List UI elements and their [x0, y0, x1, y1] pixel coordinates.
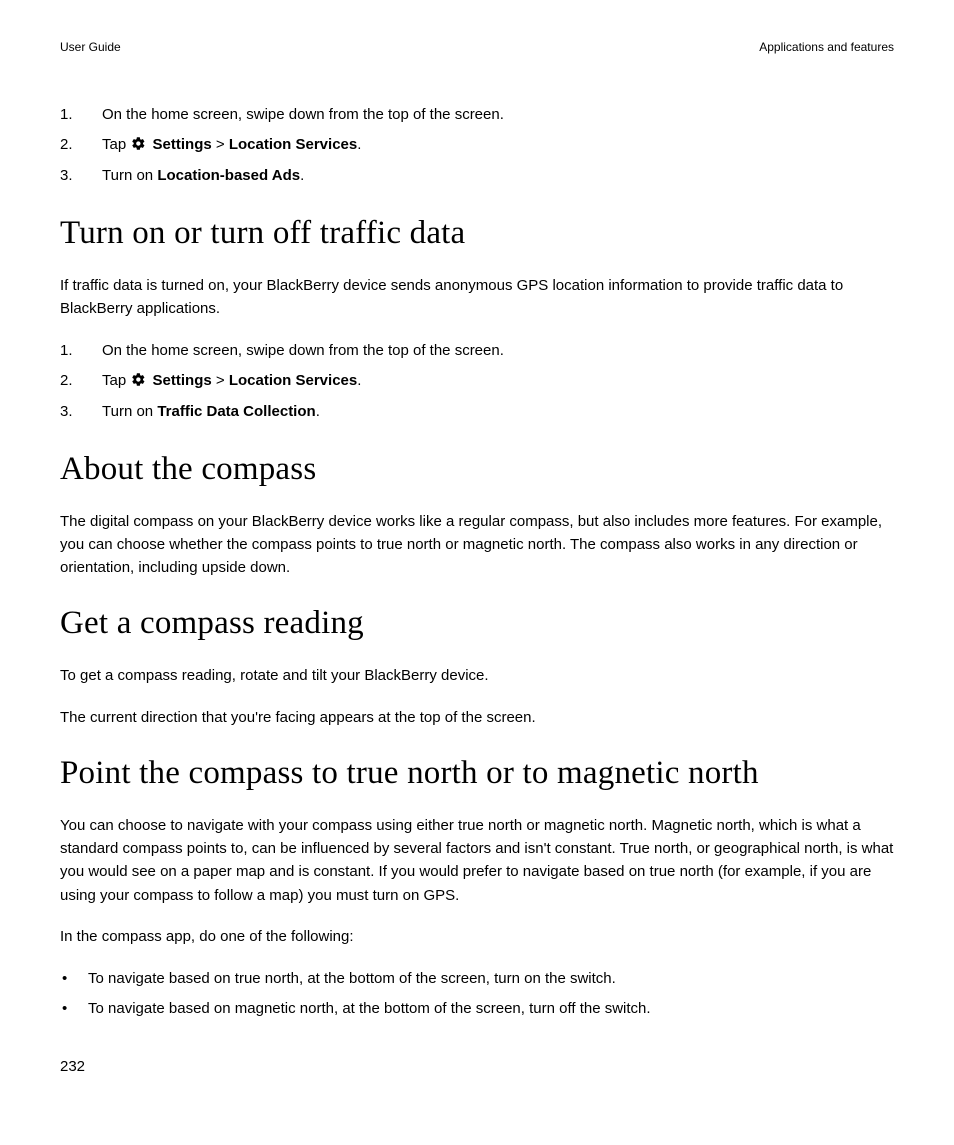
text-pre: Turn on	[102, 167, 157, 184]
step-number: 1.	[60, 102, 102, 128]
text-post: .	[357, 136, 361, 153]
text-post: .	[316, 403, 320, 420]
step-number: 3.	[60, 399, 102, 425]
heading-point-compass: Point the compass to true north or to ma…	[60, 755, 894, 792]
text-sep: >	[212, 136, 229, 153]
bullet-text: To navigate based on true north, at the …	[88, 966, 616, 992]
steps-traffic: 1. On the home screen, swipe down from t…	[60, 338, 894, 425]
list-item: 1. On the home screen, swipe down from t…	[60, 102, 894, 128]
list-item: 1. On the home screen, swipe down from t…	[60, 338, 894, 364]
step-text: Tap Settings > Location Services.	[102, 368, 894, 396]
header-right: Applications and features	[759, 40, 894, 54]
paragraph-point2: In the compass app, do one of the follow…	[60, 925, 894, 948]
paragraph-point1: You can choose to navigate with your com…	[60, 814, 894, 907]
bullet-list-compass: • To navigate based on true north, at th…	[60, 966, 894, 1021]
step-text: On the home screen, swipe down from the …	[102, 338, 894, 364]
step-text: Turn on Traffic Data Collection.	[102, 399, 894, 425]
list-item: 3. Turn on Traffic Data Collection.	[60, 399, 894, 425]
page-header: User Guide Applications and features	[60, 40, 894, 54]
step-number: 2.	[60, 368, 102, 396]
text-bold: Location Services	[229, 136, 357, 153]
list-item: • To navigate based on magnetic north, a…	[60, 996, 894, 1022]
step-number: 3.	[60, 163, 102, 189]
text-pre: Tap	[102, 372, 130, 389]
steps-location-ads: 1. On the home screen, swipe down from t…	[60, 102, 894, 189]
step-number: 1.	[60, 338, 102, 364]
page-number: 232	[60, 1058, 85, 1075]
text-post: .	[300, 167, 304, 184]
paragraph-get1: To get a compass reading, rotate and til…	[60, 664, 894, 687]
step-text: Turn on Location-based Ads.	[102, 163, 894, 189]
heading-about-compass: About the compass	[60, 451, 894, 488]
paragraph-get2: The current direction that you're facing…	[60, 706, 894, 729]
text-bold: Settings	[153, 136, 212, 153]
gear-icon	[131, 370, 146, 396]
text-bold: Settings	[153, 372, 212, 389]
paragraph-traffic: If traffic data is turned on, your Black…	[60, 274, 894, 321]
text-bold: Location-based Ads	[157, 167, 300, 184]
paragraph-about-compass: The digital compass on your BlackBerry d…	[60, 510, 894, 580]
bullet-icon: •	[60, 996, 88, 1022]
text-pre: Turn on	[102, 403, 157, 420]
bullet-text: To navigate based on magnetic north, at …	[88, 996, 651, 1022]
text-pre: Tap	[102, 136, 130, 153]
step-number: 2.	[60, 132, 102, 160]
step-text: Tap Settings > Location Services.	[102, 132, 894, 160]
list-item: • To navigate based on true north, at th…	[60, 966, 894, 992]
header-left: User Guide	[60, 40, 121, 54]
list-item: 3. Turn on Location-based Ads.	[60, 163, 894, 189]
list-item: 2. Tap Settings > Location Services.	[60, 132, 894, 160]
step-text: On the home screen, swipe down from the …	[102, 102, 894, 128]
heading-traffic: Turn on or turn off traffic data	[60, 215, 894, 252]
text-sep: >	[212, 372, 229, 389]
text-bold: Traffic Data Collection	[157, 403, 315, 420]
heading-get-reading: Get a compass reading	[60, 605, 894, 642]
gear-icon	[131, 134, 146, 160]
text-bold: Location Services	[229, 372, 357, 389]
list-item: 2. Tap Settings > Location Services.	[60, 368, 894, 396]
text-post: .	[357, 372, 361, 389]
bullet-icon: •	[60, 966, 88, 992]
